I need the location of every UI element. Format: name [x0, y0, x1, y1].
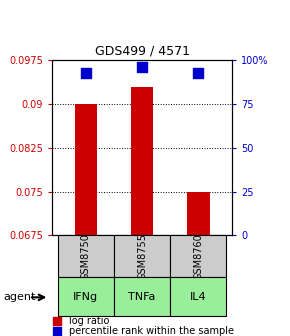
- FancyBboxPatch shape: [58, 235, 114, 277]
- Point: [212, 186, 217, 191]
- Point: [84, 70, 88, 75]
- Bar: [187, 192, 210, 235]
- Point: [140, 65, 144, 70]
- FancyBboxPatch shape: [114, 235, 170, 277]
- FancyBboxPatch shape: [58, 277, 114, 316]
- Text: IL4: IL4: [190, 292, 206, 301]
- Text: GSM8760: GSM8760: [193, 233, 203, 280]
- FancyBboxPatch shape: [114, 277, 170, 316]
- Point: [212, 278, 217, 283]
- Text: GSM8750: GSM8750: [81, 233, 91, 280]
- FancyBboxPatch shape: [170, 277, 226, 316]
- Title: GDS499 / 4571: GDS499 / 4571: [95, 45, 190, 58]
- Bar: [131, 87, 153, 235]
- Text: IFNg: IFNg: [73, 292, 99, 301]
- Text: log ratio: log ratio: [69, 316, 109, 326]
- Point: [196, 70, 201, 75]
- Text: agent: agent: [3, 292, 35, 302]
- Bar: [75, 104, 97, 235]
- Text: TNFa: TNFa: [128, 292, 156, 301]
- Text: GSM8755: GSM8755: [137, 233, 147, 280]
- FancyBboxPatch shape: [170, 235, 226, 277]
- Text: percentile rank within the sample: percentile rank within the sample: [69, 326, 234, 336]
